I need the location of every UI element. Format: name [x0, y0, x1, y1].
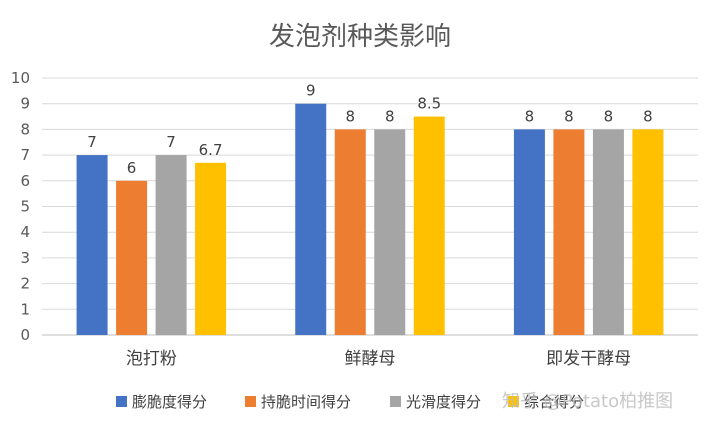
legend: 膨脆度得分 持脆时间得分 光滑度得分 综合得分: [116, 393, 584, 411]
legend-swatch: [245, 396, 256, 407]
legend-label: 持脆时间得分: [261, 393, 351, 411]
bar: [155, 155, 187, 335]
x-category-label: 泡打粉: [126, 349, 177, 369]
gridlines: [42, 77, 698, 336]
data-label: 6.7: [199, 141, 223, 159]
data-label: 8: [525, 107, 535, 125]
bars: [76, 103, 664, 335]
y-tick-label: 7: [20, 146, 30, 164]
y-tick-label: 4: [20, 223, 30, 241]
data-label: 8: [643, 107, 653, 125]
data-label: 8: [564, 107, 574, 125]
data-label: 7: [166, 133, 176, 151]
chart-title: 发泡剂种类影响: [269, 22, 451, 52]
x-category-label: 即发干酵母: [546, 349, 631, 369]
bar: [413, 116, 445, 335]
bar: [295, 103, 327, 335]
bar: [374, 129, 406, 335]
data-label: 9: [306, 82, 316, 100]
y-tick-label: 3: [20, 249, 30, 267]
y-tick-label: 0: [20, 326, 30, 344]
bar: [76, 155, 108, 335]
data-label: 8.5: [417, 95, 441, 113]
bar: [513, 129, 545, 335]
bar: [195, 162, 227, 335]
bar: [553, 129, 585, 335]
bar: [592, 129, 624, 335]
bar: [632, 129, 664, 335]
data-label: 8: [345, 107, 355, 125]
watermark: 知乎 @Potato柏推图: [502, 391, 673, 412]
data-labels: 7 6 7 6.7 9 8 8 8.5 8 8 8 8: [87, 82, 652, 177]
y-tick-label: 6: [20, 172, 30, 190]
bar: [334, 129, 366, 335]
legend-label: 膨脆度得分: [132, 393, 207, 411]
bar: [116, 180, 148, 335]
data-label: 7: [87, 133, 97, 151]
legend-swatch: [116, 396, 127, 407]
legend-swatch: [390, 396, 401, 407]
y-tick-label: 5: [20, 198, 30, 216]
legend-label: 光滑度得分: [406, 393, 481, 411]
y-axis-ticks: 0 1 2 3 4 5 6 7 8 9 10: [11, 69, 30, 344]
x-axis-categories: 泡打粉 鲜酵母 即发干酵母: [126, 349, 631, 369]
y-tick-label: 1: [20, 300, 30, 318]
x-category-label: 鲜酵母: [345, 349, 396, 369]
data-label: 8: [385, 107, 395, 125]
legend-swatch: [508, 396, 519, 407]
y-tick-label: 10: [11, 69, 30, 87]
data-label: 8: [604, 107, 614, 125]
y-tick-label: 9: [20, 95, 30, 113]
y-tick-label: 2: [20, 275, 30, 293]
legend-label: 综合得分: [524, 393, 584, 411]
y-tick-label: 8: [20, 120, 30, 138]
data-label: 6: [127, 159, 137, 177]
